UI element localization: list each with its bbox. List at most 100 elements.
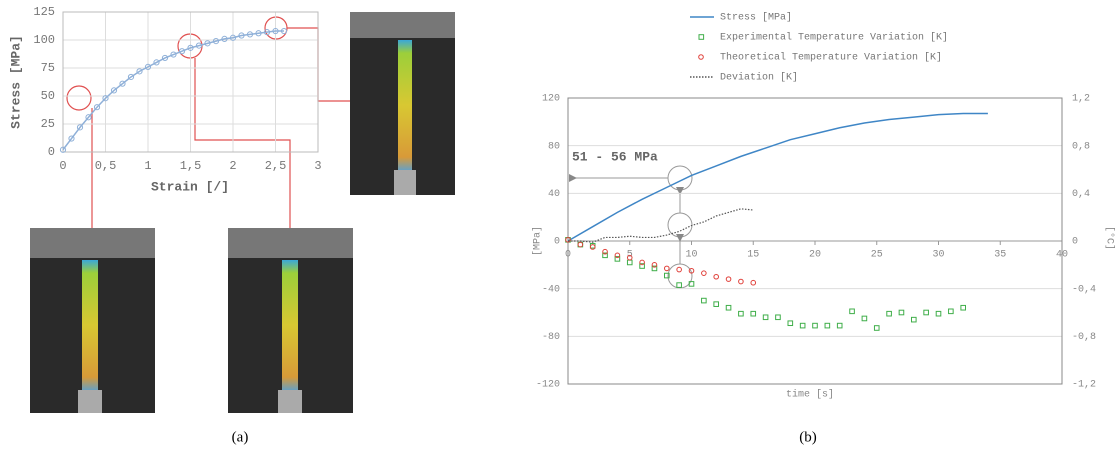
x-tick-label: 1,5	[180, 159, 202, 173]
x-tick-label: 10	[685, 250, 697, 261]
annotation: 51 - 56 MPa	[572, 149, 658, 164]
y-tick-label: -120	[536, 380, 560, 391]
x-tick-label: 25	[871, 250, 883, 261]
legend-swatch	[698, 54, 704, 60]
x-axis-label: time [s]	[786, 389, 834, 401]
point	[824, 322, 831, 329]
point	[664, 272, 670, 279]
point	[626, 254, 633, 261]
y2-tick-label: -0,8	[1072, 332, 1096, 343]
point	[136, 68, 143, 75]
point	[750, 310, 757, 317]
point	[565, 237, 571, 243]
point	[725, 276, 732, 282]
x-tick-label: 35	[994, 250, 1006, 261]
x-tick-label: 0	[59, 159, 66, 173]
point	[263, 29, 271, 36]
y-tick-label: -40	[542, 284, 560, 295]
point	[713, 273, 720, 280]
point	[713, 301, 720, 307]
point	[886, 310, 892, 317]
y2-tick-label: -1,2	[1072, 380, 1096, 391]
point	[59, 146, 67, 153]
point	[639, 263, 645, 269]
point	[68, 135, 75, 142]
point	[614, 252, 621, 259]
point	[178, 48, 186, 55]
y2-tick-label: 0,4	[1072, 189, 1090, 200]
point	[688, 267, 695, 274]
series-line	[568, 208, 754, 243]
x-tick-label: 1	[144, 159, 151, 173]
y-tick-label: 80	[548, 141, 560, 152]
point	[651, 265, 658, 272]
point	[102, 95, 109, 102]
point	[119, 80, 126, 87]
point	[701, 297, 707, 304]
y-tick-label: 120	[542, 94, 560, 105]
plot-frame	[62, 11, 319, 153]
y-tick-label: -80	[542, 332, 560, 343]
point	[602, 252, 608, 259]
point	[110, 87, 118, 94]
legend-label: Theoretical Temperature Variation [K]	[720, 52, 942, 64]
y2-tick-label: 0,8	[1072, 141, 1090, 152]
y2-tick-label: -0,4	[1072, 284, 1096, 295]
x-tick-label: 20	[809, 250, 821, 261]
point	[170, 51, 177, 58]
x-tick-label: 2	[229, 159, 236, 173]
point	[948, 308, 954, 315]
point	[898, 309, 905, 316]
point	[577, 241, 584, 248]
point	[85, 114, 92, 121]
point	[589, 244, 596, 250]
point	[738, 278, 744, 285]
point	[626, 259, 633, 266]
point	[923, 309, 929, 316]
y-tick-label: 0	[554, 237, 560, 248]
point	[127, 73, 135, 81]
point	[873, 325, 880, 331]
y-tick-label: 0	[48, 145, 55, 159]
point	[651, 262, 658, 268]
y-axis-label: [MPa]	[532, 226, 544, 256]
point	[255, 30, 262, 37]
point	[187, 44, 194, 51]
point	[787, 320, 794, 327]
point	[688, 281, 695, 287]
y-tick-label: 40	[548, 189, 560, 200]
point	[750, 279, 757, 286]
y2-axis-label: [°C]	[1103, 226, 1115, 250]
x-tick-label: 30	[932, 250, 944, 261]
series-line	[567, 112, 988, 242]
point	[738, 310, 744, 317]
point	[272, 27, 279, 35]
legend-swatch	[698, 34, 705, 40]
point	[144, 63, 152, 70]
point	[676, 266, 682, 273]
y-tick-label: 100	[33, 33, 55, 47]
point	[93, 104, 101, 111]
x-tick-label: 15	[747, 250, 759, 261]
point	[861, 315, 868, 322]
point	[76, 124, 84, 131]
point	[238, 32, 245, 39]
point	[639, 259, 645, 266]
point	[664, 265, 670, 272]
caption: (a)	[232, 429, 249, 445]
y-tick-label: 75	[41, 61, 55, 75]
point	[212, 38, 220, 45]
point	[836, 322, 843, 329]
point	[246, 31, 254, 38]
point	[280, 27, 288, 35]
point	[221, 35, 228, 42]
point	[229, 34, 237, 41]
point	[195, 42, 203, 49]
y-tick-label: 25	[41, 117, 55, 131]
y-axis-label: Stress [MPa]	[8, 35, 23, 129]
point	[935, 310, 942, 317]
y-tick-label: 125	[33, 5, 55, 19]
callouts	[66, 16, 350, 228]
series-line	[62, 30, 284, 151]
point	[799, 322, 806, 329]
